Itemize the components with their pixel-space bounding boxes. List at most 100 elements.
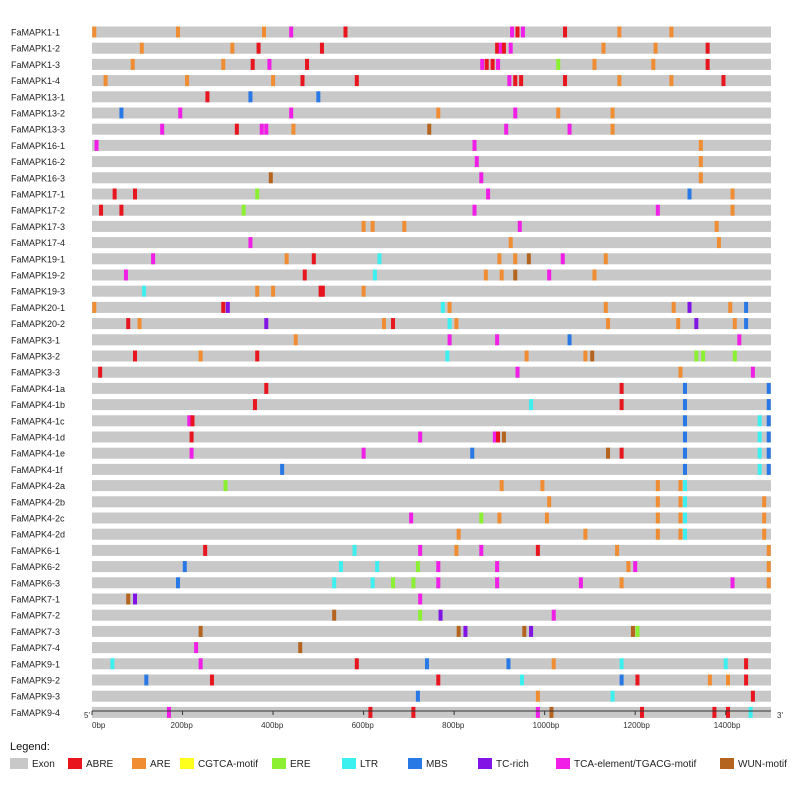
motif-mbs xyxy=(424,658,429,670)
gene-label: FaMAPK3-2 xyxy=(11,352,60,362)
legend-label-wun-motif: WUN-motif xyxy=(738,759,787,770)
gene-label: FaMAPK4-1a xyxy=(11,384,65,394)
motif-are xyxy=(669,26,674,38)
motif-wun-motif xyxy=(332,609,337,621)
exon-bar xyxy=(92,139,771,151)
motif-ere xyxy=(701,350,706,362)
motif-are xyxy=(291,123,296,135)
legend-swatch-wun-motif xyxy=(720,758,734,769)
gene-row: FaMAPK19-2 xyxy=(11,269,771,281)
motif-wun-motif xyxy=(427,123,432,135)
motif-are xyxy=(678,366,683,378)
motif-tc-rich xyxy=(133,593,138,605)
motif-wun-motif xyxy=(630,625,635,637)
motif-ere xyxy=(223,480,228,492)
motif-are xyxy=(271,75,276,87)
motif-abre xyxy=(250,58,255,70)
motif-are xyxy=(671,301,676,313)
gene-label: FaMAPK4-2a xyxy=(11,481,65,491)
gene-row: FaMAPK6-1 xyxy=(11,544,771,556)
motif-abre xyxy=(496,431,501,443)
motif-wun-motif xyxy=(526,253,531,265)
gene-row: FaMAPK4-2d xyxy=(11,528,771,540)
gene-label: FaMAPK9-4 xyxy=(11,708,60,718)
gene-row: FaMAPK9-3 xyxy=(11,690,771,702)
gene-row: FaMAPK20-2 xyxy=(11,318,771,330)
motif-mbs xyxy=(766,463,771,475)
legend-label-abre: ABRE xyxy=(86,759,114,770)
gene-row: FaMAPK7-1 xyxy=(11,593,771,605)
gene-row: FaMAPK4-2a xyxy=(11,480,771,492)
motif-ere xyxy=(241,204,246,216)
gene-row: FaMAPK7-3 xyxy=(11,625,771,637)
motif-tc-rich xyxy=(438,609,443,621)
legend-label-cgtca-motif: CGTCA-motif xyxy=(198,759,258,770)
gene-label: FaMAPK16-1 xyxy=(11,141,65,151)
motif-tca-element-tgacg-motif xyxy=(160,123,165,135)
motif-abre xyxy=(300,75,305,87)
motif-abre xyxy=(203,544,208,556)
motif-abre xyxy=(205,91,210,103)
motif-wun-motif xyxy=(456,625,461,637)
exon-bar xyxy=(92,253,771,265)
motif-abre xyxy=(563,26,568,38)
motif-ltr xyxy=(610,690,615,702)
motif-abre xyxy=(318,285,323,297)
motif-tca-element-tgacg-motif xyxy=(507,75,512,87)
axis-tick-label: 400bp xyxy=(261,721,284,730)
motif-are xyxy=(707,674,712,686)
motif-are xyxy=(619,577,624,589)
motif-ltr xyxy=(447,318,452,330)
motif-wun-motif xyxy=(590,350,595,362)
motif-tca-element-tgacg-motif xyxy=(480,58,485,70)
motif-tca-element-tgacg-motif xyxy=(495,577,500,589)
motif-ltr xyxy=(338,561,343,573)
motif-tca-element-tgacg-motif xyxy=(194,642,199,654)
motif-ltr xyxy=(682,496,687,508)
motif-mbs xyxy=(682,431,687,443)
motif-tca-element-tgacg-motif xyxy=(418,431,423,443)
legend-swatch-exon xyxy=(10,758,28,769)
legend-swatch-ltr xyxy=(342,758,356,769)
motif-ltr xyxy=(723,658,728,670)
motif-are xyxy=(103,75,108,87)
legend-label-ltr: LTR xyxy=(360,759,378,770)
motif-abre xyxy=(354,658,359,670)
motif-abre xyxy=(368,706,373,718)
motif-ere xyxy=(732,350,737,362)
motif-ltr xyxy=(110,658,115,670)
motif-tca-element-tgacg-motif xyxy=(472,139,477,151)
gene-label: FaMAPK17-4 xyxy=(11,238,65,248)
motif-are xyxy=(653,42,658,54)
motif-tca-element-tgacg-motif xyxy=(198,658,203,670)
motif-are xyxy=(698,156,703,168)
motif-abre xyxy=(744,674,749,686)
motif-mbs xyxy=(280,463,285,475)
exon-bar xyxy=(92,528,771,540)
motif-mbs xyxy=(682,399,687,411)
motif-are xyxy=(603,253,608,265)
motif-are xyxy=(544,512,549,524)
axis-tick-label: 0bp xyxy=(92,721,106,730)
motif-tca-element-tgacg-motif xyxy=(418,544,423,556)
legend-label-tc-rich: TC-rich xyxy=(496,759,529,770)
gene-label: FaMAPK4-1b xyxy=(11,400,65,410)
gene-row: FaMAPK4-1e xyxy=(11,447,771,459)
motif-abre xyxy=(501,42,506,54)
legend-title: Legend: xyxy=(10,741,50,753)
gene-label: FaMAPK3-3 xyxy=(11,368,60,378)
motif-abre xyxy=(563,75,568,87)
gene-label: FaMAPK17-2 xyxy=(11,206,65,216)
motif-mbs xyxy=(415,690,420,702)
gene-row: FaMAPK4-2c xyxy=(11,512,771,524)
axis-tick-label: 800bp xyxy=(442,721,465,730)
exon-bar xyxy=(92,123,771,135)
exon-bar xyxy=(92,706,771,718)
motif-are xyxy=(499,269,504,281)
motif-mbs xyxy=(619,674,624,686)
motif-tca-element-tgacg-motif xyxy=(515,366,520,378)
exon-bar xyxy=(92,318,771,330)
legend-swatch-mbs xyxy=(408,758,422,769)
motif-tca-element-tgacg-motif xyxy=(495,561,500,573)
motif-ltr xyxy=(377,253,382,265)
